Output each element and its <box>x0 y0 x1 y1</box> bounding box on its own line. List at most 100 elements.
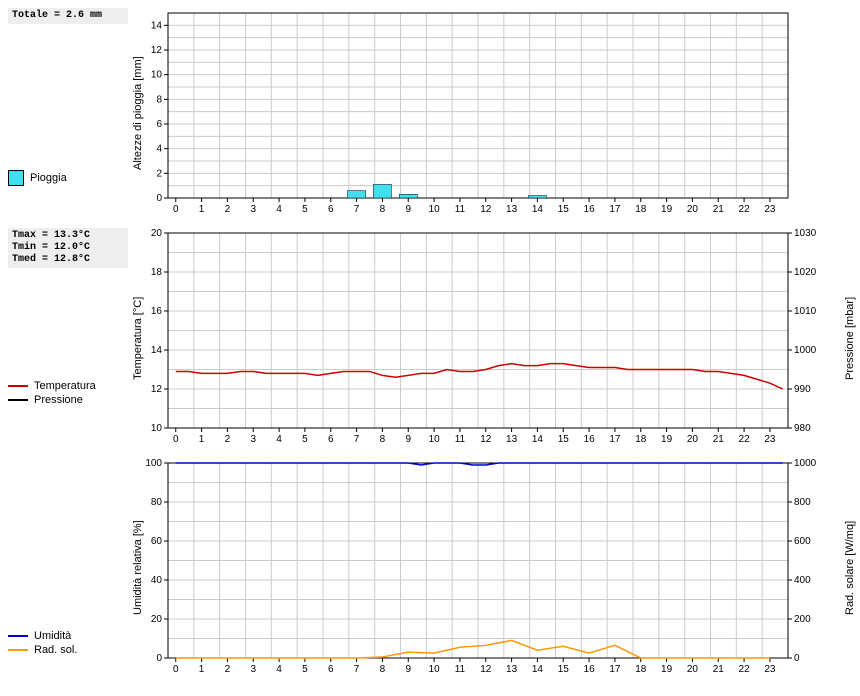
svg-text:3: 3 <box>250 434 256 445</box>
svg-text:990: 990 <box>794 384 811 395</box>
rain-panel: Totale = 2.6 mm Pioggia Altezze di piogg… <box>8 8 852 218</box>
svg-text:9: 9 <box>405 434 411 445</box>
svg-text:60: 60 <box>151 536 163 547</box>
svg-text:3: 3 <box>250 204 256 215</box>
svg-text:23: 23 <box>764 434 776 445</box>
svg-text:8: 8 <box>156 94 162 105</box>
humidity-ylabel-left: Umidità relativa [%] <box>132 498 144 638</box>
temp-legend-item-temperature: Temperatura <box>8 380 128 392</box>
svg-text:20: 20 <box>151 228 163 239</box>
rain-chart-area: Altezze di pioggia [mm] 0246810121401234… <box>128 8 852 218</box>
temp-legend-item-pressure: Pressione <box>8 394 128 406</box>
svg-text:14: 14 <box>151 20 163 31</box>
weather-charts-container: Totale = 2.6 mm Pioggia Altezze di piogg… <box>8 8 852 678</box>
svg-text:12: 12 <box>151 384 163 395</box>
svg-text:0: 0 <box>156 193 162 204</box>
svg-text:4: 4 <box>276 664 282 675</box>
rain-legend-label: Pioggia <box>30 172 67 184</box>
svg-text:0: 0 <box>173 204 179 215</box>
svg-text:10: 10 <box>429 664 441 675</box>
svg-text:11: 11 <box>455 204 466 215</box>
temp-panel: Tmax = 13.3°C Tmin = 12.0°C Tmed = 12.8°… <box>8 228 852 448</box>
svg-text:14: 14 <box>151 345 163 356</box>
svg-text:6: 6 <box>328 664 334 675</box>
svg-text:0: 0 <box>156 653 162 664</box>
svg-text:19: 19 <box>661 664 673 675</box>
svg-text:20: 20 <box>687 204 699 215</box>
svg-text:400: 400 <box>794 575 811 586</box>
svg-text:8: 8 <box>380 204 386 215</box>
svg-text:17: 17 <box>609 664 621 675</box>
pressure-legend-line <box>8 399 28 401</box>
humidity-chart-svg: 0204060801000200400600800100001234567891… <box>128 458 828 678</box>
svg-text:1: 1 <box>199 434 205 445</box>
temp-chart-svg: 1012141618209809901000101010201030012345… <box>128 228 828 448</box>
svg-text:16: 16 <box>151 306 163 317</box>
humidity-sidebar: Umidità Rad. sol. <box>8 458 128 678</box>
humidity-chart-area: Umidità relativa [%] 0204060801000200400… <box>128 458 852 678</box>
svg-text:17: 17 <box>609 204 621 215</box>
svg-text:22: 22 <box>739 664 751 675</box>
svg-text:19: 19 <box>661 204 673 215</box>
svg-text:11: 11 <box>455 434 466 445</box>
svg-text:4: 4 <box>276 434 282 445</box>
solar-legend-line <box>8 649 28 651</box>
svg-text:10: 10 <box>151 70 163 81</box>
pressure-legend-label: Pressione <box>34 394 83 406</box>
svg-text:1010: 1010 <box>794 306 817 317</box>
svg-text:100: 100 <box>145 458 162 469</box>
svg-text:1000: 1000 <box>794 345 817 356</box>
svg-text:6: 6 <box>156 119 162 130</box>
svg-text:21: 21 <box>713 434 725 445</box>
svg-text:12: 12 <box>480 434 492 445</box>
humidity-panel: Umidità Rad. sol. Umidità relativa [%] 0… <box>8 458 852 678</box>
svg-text:16: 16 <box>584 664 596 675</box>
svg-text:14: 14 <box>532 204 544 215</box>
svg-text:20: 20 <box>151 614 163 625</box>
svg-text:0: 0 <box>173 434 179 445</box>
svg-text:0: 0 <box>173 664 179 675</box>
humidity-legend-line <box>8 635 28 637</box>
svg-text:8: 8 <box>380 434 386 445</box>
svg-text:10: 10 <box>429 434 441 445</box>
solar-legend-label: Rad. sol. <box>34 644 77 656</box>
temp-legend: Temperatura Pressione <box>8 380 128 408</box>
temp-chart-area: Temperatura [°C] 10121416182098099010001… <box>128 228 852 448</box>
svg-text:600: 600 <box>794 536 811 547</box>
svg-text:9: 9 <box>405 664 411 675</box>
svg-text:5: 5 <box>302 434 308 445</box>
svg-text:8: 8 <box>380 664 386 675</box>
rain-chart-svg: 0246810121401234567891011121314151617181… <box>128 8 828 218</box>
svg-text:2: 2 <box>225 204 231 215</box>
svg-text:14: 14 <box>532 664 544 675</box>
svg-text:18: 18 <box>635 664 647 675</box>
svg-text:1: 1 <box>199 204 205 215</box>
svg-text:10: 10 <box>429 204 441 215</box>
svg-text:23: 23 <box>764 204 776 215</box>
svg-text:7: 7 <box>354 434 360 445</box>
rain-ylabel: Altezze di pioggia [mm] <box>132 38 144 188</box>
temp-sidebar: Tmax = 13.3°C Tmin = 12.0°C Tmed = 12.8°… <box>8 228 128 448</box>
svg-text:12: 12 <box>480 204 492 215</box>
svg-text:13: 13 <box>506 204 518 215</box>
svg-text:2: 2 <box>225 434 231 445</box>
svg-text:9: 9 <box>405 204 411 215</box>
svg-text:20: 20 <box>687 664 699 675</box>
rain-total-box: Totale = 2.6 mm <box>8 8 128 24</box>
svg-text:18: 18 <box>635 434 647 445</box>
svg-text:3: 3 <box>250 664 256 675</box>
svg-text:7: 7 <box>354 204 360 215</box>
svg-text:1: 1 <box>199 664 205 675</box>
temp-stats-box: Tmax = 13.3°C Tmin = 12.0°C Tmed = 12.8°… <box>8 228 128 268</box>
svg-text:6: 6 <box>328 204 334 215</box>
svg-text:17: 17 <box>609 434 621 445</box>
humidity-legend-label: Umidità <box>34 630 71 642</box>
svg-text:16: 16 <box>584 204 596 215</box>
svg-text:21: 21 <box>713 664 725 675</box>
svg-text:15: 15 <box>558 434 570 445</box>
svg-text:16: 16 <box>584 434 596 445</box>
svg-text:1030: 1030 <box>794 228 817 239</box>
rain-legend: Pioggia <box>8 170 128 188</box>
svg-text:11: 11 <box>455 664 466 675</box>
svg-text:0: 0 <box>794 653 800 664</box>
